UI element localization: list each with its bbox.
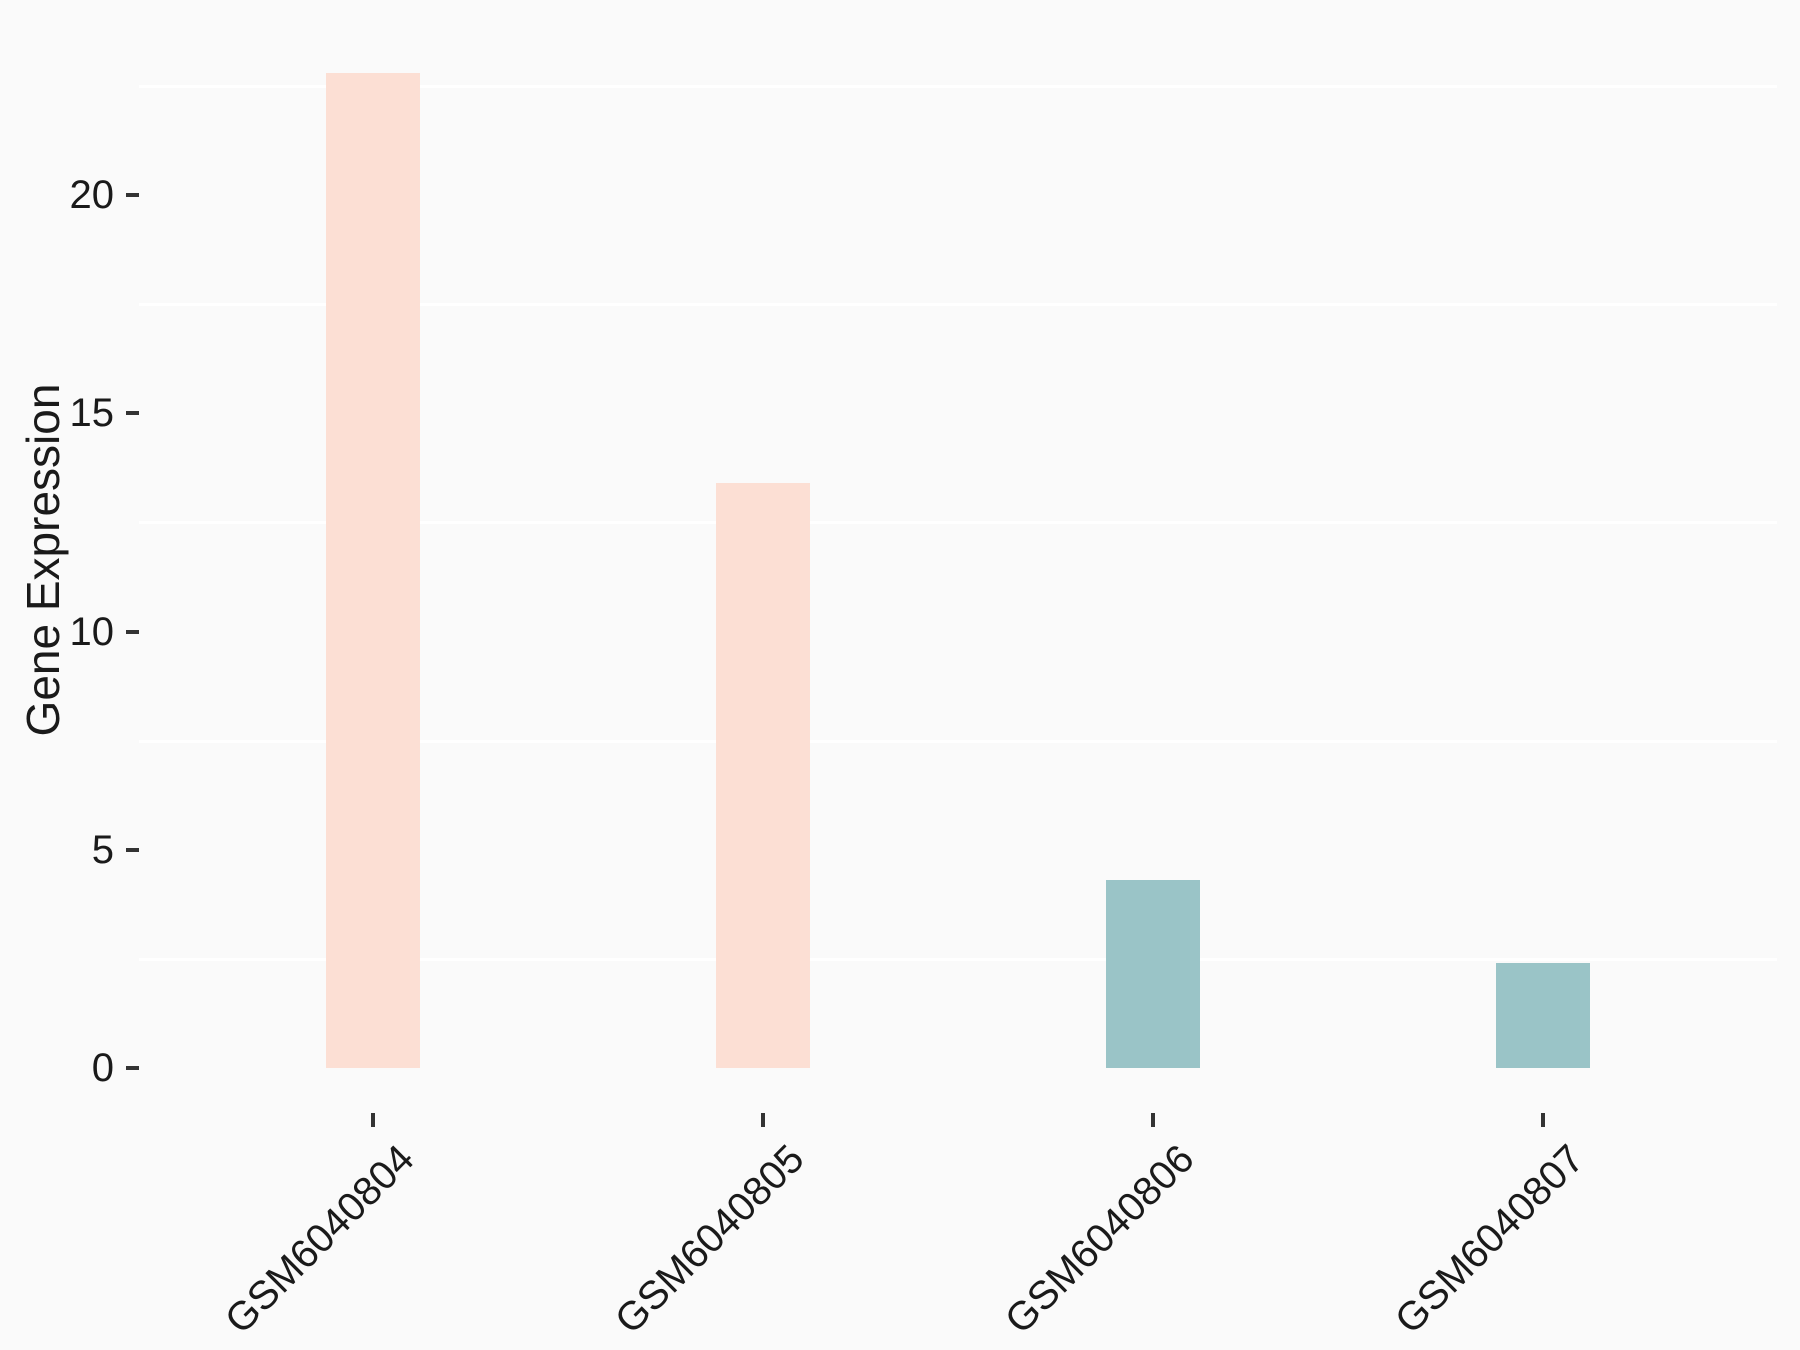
y-tick-label-0: 0 (91, 1046, 114, 1090)
y-tick-mark-0 (126, 1066, 139, 1070)
y-tick-label-10: 10 (69, 609, 115, 654)
minor-gridline-y-12.5 (139, 521, 1777, 525)
y-axis-title: Gene Expression (17, 383, 69, 737)
y-tick-mark-15 (126, 411, 139, 416)
x-tick-label-GSM6040804: GSM6040804 (217, 1136, 423, 1343)
x-tick-label-GSM6040805: GSM6040805 (607, 1136, 813, 1343)
x-tick-mark-GSM6040804 (371, 1113, 375, 1127)
x-tick-mark-GSM6040806 (1151, 1113, 1155, 1127)
minor-gridline-y-22.5 (139, 84, 1777, 88)
y-tick-mark-5 (126, 847, 139, 852)
y-tick-label-20: 20 (69, 173, 115, 217)
bar-GSM6040806 (1106, 880, 1200, 1068)
minor-gridline-y-17.5 (139, 303, 1777, 307)
minor-gridline-y-7.5 (139, 739, 1777, 743)
y-tick-label-15: 15 (69, 391, 115, 436)
x-tick-label-GSM6040807: GSM6040807 (1387, 1136, 1593, 1343)
y-tick-mark-20 (126, 193, 139, 197)
bar-GSM6040807 (1496, 963, 1590, 1068)
x-tick-mark-GSM6040805 (761, 1113, 765, 1127)
y-tick-mark-10 (126, 629, 139, 634)
bar-GSM6040804 (326, 72, 420, 1068)
x-tick-label-GSM6040806: GSM6040806 (997, 1136, 1203, 1343)
plot-panel (139, 22, 1777, 1113)
x-tick-mark-GSM6040807 (1541, 1113, 1545, 1127)
y-tick-label-5: 5 (91, 827, 114, 872)
minor-gridline-y-2.5 (139, 957, 1777, 961)
bar-GSM6040805 (716, 483, 810, 1068)
